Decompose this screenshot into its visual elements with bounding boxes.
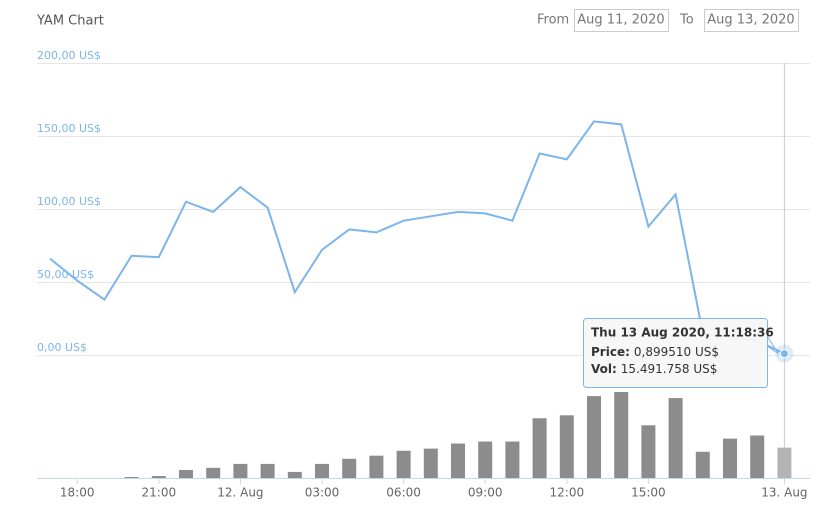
from-value[interactable]: Aug 11, 2020: [577, 13, 664, 28]
tooltip-row-label: Vol:: [591, 362, 617, 376]
volume-bar[interactable]: [179, 469, 193, 478]
from-input[interactable]: [574, 9, 669, 32]
from-label: From: [537, 13, 569, 28]
to-value[interactable]: Aug 13, 2020: [707, 13, 794, 28]
to-input[interactable]: [704, 9, 799, 32]
volume-bar[interactable]: [695, 451, 710, 478]
volume-bar[interactable]: [451, 443, 465, 478]
x-tick-label: 18:00: [60, 486, 95, 500]
y-tick-label: 200,00 US$: [37, 49, 101, 62]
tooltip-row: Vol: 15.491.758 US$: [591, 362, 717, 376]
volume-bar[interactable]: [315, 463, 329, 478]
tooltip-pointer: [766, 335, 779, 355]
volume-bar[interactable]: [206, 467, 221, 478]
to-label: To: [679, 13, 694, 28]
volume-bar[interactable]: [532, 418, 547, 478]
tooltip-title: Thu 13 Aug 2020, 11:18:36: [591, 326, 774, 340]
volume-bar[interactable]: [478, 441, 493, 478]
tooltip-box: [583, 318, 768, 388]
y-tick-label: 100,00 US$: [37, 195, 101, 208]
volume-bar[interactable]: [151, 476, 166, 478]
volume-bar[interactable]: [750, 435, 765, 478]
tooltip-row-value: 0,899510 US$: [634, 345, 719, 359]
x-tick-label: 13. Aug: [761, 486, 807, 500]
volume-bar[interactable]: [668, 398, 683, 478]
volume-bar[interactable]: [396, 450, 411, 478]
x-tick-label: 12:00: [550, 486, 585, 500]
tooltip-row-label: Price:: [591, 345, 630, 359]
volume-bar[interactable]: [287, 471, 302, 478]
volume-bar[interactable]: [260, 463, 275, 478]
volume-bar[interactable]: [423, 448, 438, 478]
price-line: [49, 120, 785, 355]
x-tick-label: 09:00: [468, 486, 503, 500]
x-tick-label: 06:00: [386, 486, 421, 500]
x-tick-label: 12. Aug: [217, 486, 263, 500]
hover-point: [779, 349, 789, 359]
y-tick-label: 50,00 US$: [37, 268, 94, 281]
x-tick-label: 03:00: [305, 486, 340, 500]
tooltip-row: Price: 0,899510 US$: [591, 345, 719, 359]
y-tick-label: 150,00 US$: [37, 122, 101, 135]
volume-bar[interactable]: [641, 425, 656, 478]
volume-bar[interactable]: [505, 441, 520, 478]
y-tick-label: 0,00 US$: [37, 341, 87, 354]
volume-bar[interactable]: [124, 477, 139, 478]
x-tick-label: 21:00: [142, 486, 177, 500]
volume-bar[interactable]: [587, 396, 601, 478]
volume-bar[interactable]: [342, 458, 357, 478]
volume-bar[interactable]: [614, 392, 629, 478]
volume-bar[interactable]: [559, 415, 574, 478]
tooltip-row-value: 15.491.758 US$: [621, 362, 718, 376]
x-tick-label: 15:00: [631, 486, 666, 500]
volume-bar[interactable]: [723, 438, 737, 478]
volume-bar[interactable]: [233, 463, 248, 478]
volume-bar[interactable]: [369, 455, 384, 478]
chart-title: YAM Chart: [36, 14, 104, 29]
volume-bar[interactable]: [777, 447, 792, 478]
